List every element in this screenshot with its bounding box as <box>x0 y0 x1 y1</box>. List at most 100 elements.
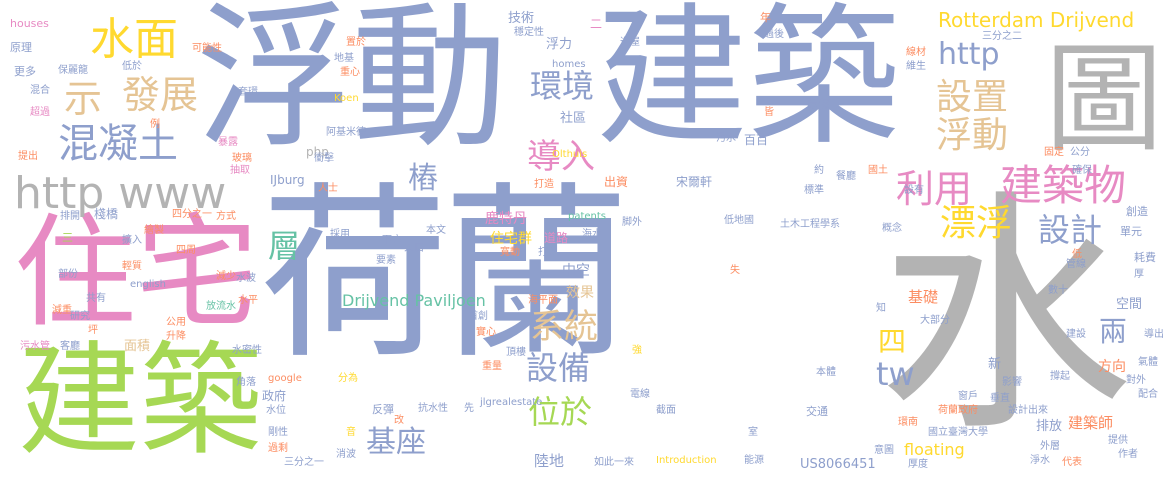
word: 首創 <box>468 311 488 322</box>
word: 建設 <box>1066 329 1086 340</box>
word: 配合 <box>1138 389 1158 400</box>
word: 部份 <box>58 269 78 280</box>
word: english <box>130 279 166 290</box>
word: 打入 <box>538 247 558 258</box>
word: 示 <box>64 77 103 121</box>
word: 環保 <box>806 97 831 111</box>
word: 方向 <box>1098 359 1126 375</box>
word: 國立臺灣大學 <box>928 427 988 438</box>
word: 混合 <box>30 85 50 96</box>
word: 圖 <box>1045 30 1164 168</box>
word: 水位 <box>266 405 286 416</box>
word: 撐起 <box>1050 371 1070 382</box>
word: 基座 <box>366 425 426 460</box>
word: 導出 <box>1144 329 1164 340</box>
word: 過後 <box>764 29 784 40</box>
word: 水密性 <box>232 345 262 356</box>
word: 國土 <box>868 165 888 176</box>
word: 發展 <box>122 73 199 117</box>
word: 失 <box>730 265 740 276</box>
word: 標準 <box>804 185 824 196</box>
word: 污水管 <box>20 341 50 352</box>
word: 基礎 <box>908 288 939 306</box>
word: 環南 <box>898 417 918 428</box>
word: 環境 <box>530 67 595 105</box>
word: 水 <box>878 169 1134 466</box>
word: 浮力 <box>546 37 573 52</box>
word: Koen <box>334 93 359 104</box>
word: 可能性 <box>192 43 222 54</box>
word: 土木工程學系 <box>780 219 840 230</box>
word: 抗水性 <box>418 403 448 414</box>
word: 採用 <box>330 229 350 240</box>
word: 建築物 <box>1000 161 1127 210</box>
word: 設備 <box>526 349 591 387</box>
word: 百百 <box>744 133 769 147</box>
word: 政府 <box>262 389 287 403</box>
word: php <box>306 145 329 159</box>
word: 單元 <box>1120 225 1142 238</box>
word: 作者 <box>1118 449 1138 460</box>
word: 耗費 <box>1134 251 1156 264</box>
word: 出資 <box>604 175 629 189</box>
word: 減重 <box>52 305 72 316</box>
word: 海平面 <box>528 295 558 306</box>
word: 下方 <box>382 235 402 246</box>
word: 荷蘭政府 <box>938 405 978 416</box>
word: 四周 <box>176 245 196 256</box>
word: 約 <box>814 165 824 176</box>
word: 厚度 <box>908 459 928 470</box>
word: houses <box>10 17 49 30</box>
word: 年 <box>760 11 771 24</box>
word: 創造 <box>1126 205 1148 218</box>
word: 兩 <box>1099 315 1128 348</box>
word: 陸地 <box>534 452 565 470</box>
word: 低 <box>1072 249 1082 260</box>
word: 共有 <box>86 293 106 304</box>
word: 淨水 <box>1030 455 1050 466</box>
word: tw <box>876 355 915 393</box>
word: 衝擊 <box>314 153 334 164</box>
word: Introduction <box>656 455 717 466</box>
word: 排放 <box>1036 419 1063 434</box>
word: 提供 <box>1108 435 1128 446</box>
word: 層 <box>268 227 301 265</box>
word: 污水 <box>716 133 736 144</box>
word: 漂浮 <box>940 203 1013 244</box>
word: 窗戶 <box>958 391 978 402</box>
word: 本體 <box>816 367 836 378</box>
word: 水面 <box>90 14 178 65</box>
word: 三分之一 <box>284 457 324 468</box>
word: 三分之二 <box>982 31 1022 42</box>
word: 樁 <box>408 161 438 196</box>
word: 原理 <box>10 41 32 54</box>
word: 效果 <box>566 285 594 301</box>
word: google <box>268 373 302 384</box>
word: 鹿特丹 <box>485 211 527 227</box>
word: floating <box>904 440 965 459</box>
word: http www <box>14 168 227 219</box>
word: 頂樓 <box>506 347 526 358</box>
word: 人士 <box>318 183 338 194</box>
word: 餐廳 <box>836 171 856 182</box>
word: US8066451 <box>800 457 876 472</box>
word: 超過 <box>30 107 50 118</box>
word: 代表 <box>1062 457 1082 468</box>
word: 住宅 <box>14 202 258 344</box>
word: 道路 <box>544 231 569 245</box>
word: 固定 <box>1044 147 1064 158</box>
word: 坪 <box>88 325 98 336</box>
word: 玻璃 <box>232 153 252 164</box>
word: 放流水 <box>206 301 236 312</box>
word: 臥室 <box>596 197 616 208</box>
word: 人口 <box>404 243 424 254</box>
word: 本文 <box>426 225 446 236</box>
word: 輕質 <box>122 261 142 272</box>
word: 四 <box>878 325 907 358</box>
word: 保麗龍 <box>58 65 88 76</box>
word: 新 <box>988 357 1002 372</box>
word: 暴露 <box>218 137 238 148</box>
word: 低地國 <box>724 215 754 226</box>
word: 水波 <box>236 273 256 284</box>
